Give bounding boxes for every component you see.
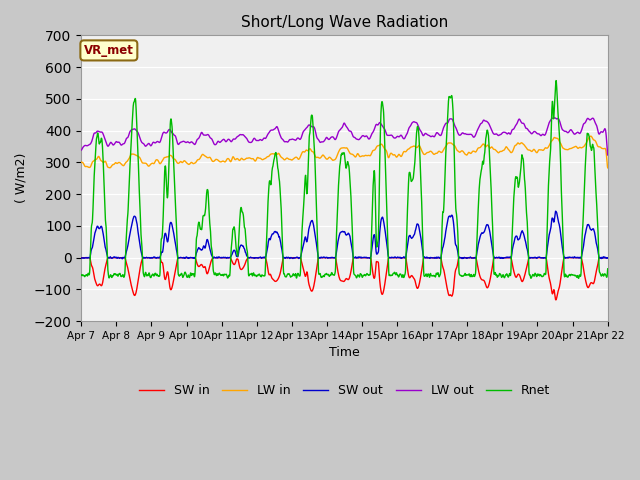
- SW out: [360, 255, 367, 261]
- LW out: [371, 125, 379, 131]
- Rnet: [224, 275, 232, 280]
- LW out: [557, 124, 565, 130]
- SW out: [572, 255, 580, 261]
- Line: LW in: LW in: [81, 136, 608, 168]
- SW in: [557, 271, 565, 277]
- Rnet: [497, 273, 505, 279]
- Line: LW out: LW out: [81, 118, 608, 155]
- LW in: [77, 159, 85, 165]
- Rnet: [572, 273, 580, 279]
- Rnet: [371, 176, 379, 182]
- SW in: [224, 255, 232, 261]
- SW in: [360, 255, 367, 261]
- SW in: [572, 255, 580, 261]
- SW out: [225, 255, 232, 261]
- Line: SW in: SW in: [81, 258, 608, 300]
- SW in: [77, 255, 85, 261]
- LW out: [604, 152, 612, 158]
- LW in: [224, 156, 232, 161]
- LW in: [587, 133, 595, 139]
- Line: SW out: SW out: [81, 211, 608, 259]
- Rnet: [77, 272, 85, 278]
- SW out: [118, 256, 126, 262]
- LW out: [224, 136, 232, 142]
- LW out: [551, 115, 559, 121]
- LW out: [572, 131, 580, 136]
- LW in: [604, 165, 612, 171]
- Rnet: [360, 273, 367, 279]
- SW in: [371, 274, 379, 279]
- LW out: [497, 132, 505, 137]
- Text: VR_met: VR_met: [84, 44, 134, 57]
- LW out: [360, 133, 367, 139]
- SW out: [552, 208, 559, 214]
- SW out: [371, 236, 379, 241]
- LW in: [371, 147, 379, 153]
- X-axis label: Time: Time: [329, 347, 360, 360]
- Rnet: [557, 189, 565, 194]
- Rnet: [575, 276, 582, 281]
- SW out: [497, 255, 505, 261]
- Rnet: [604, 266, 612, 272]
- Line: Rnet: Rnet: [81, 81, 608, 278]
- SW in: [497, 255, 505, 261]
- LW in: [360, 153, 367, 159]
- Title: Short/Long Wave Radiation: Short/Long Wave Radiation: [241, 15, 448, 30]
- Legend: SW in, LW in, SW out, LW out, Rnet: SW in, LW in, SW out, LW out, Rnet: [134, 379, 555, 402]
- LW in: [497, 149, 505, 155]
- LW in: [572, 144, 580, 149]
- Y-axis label: ( W/m2): ( W/m2): [15, 153, 28, 204]
- SW out: [604, 255, 612, 261]
- LW in: [557, 142, 565, 147]
- Rnet: [552, 78, 560, 84]
- SW out: [77, 255, 85, 261]
- SW out: [558, 239, 566, 245]
- LW out: [77, 147, 85, 153]
- SW in: [552, 297, 560, 303]
- SW in: [604, 255, 612, 261]
